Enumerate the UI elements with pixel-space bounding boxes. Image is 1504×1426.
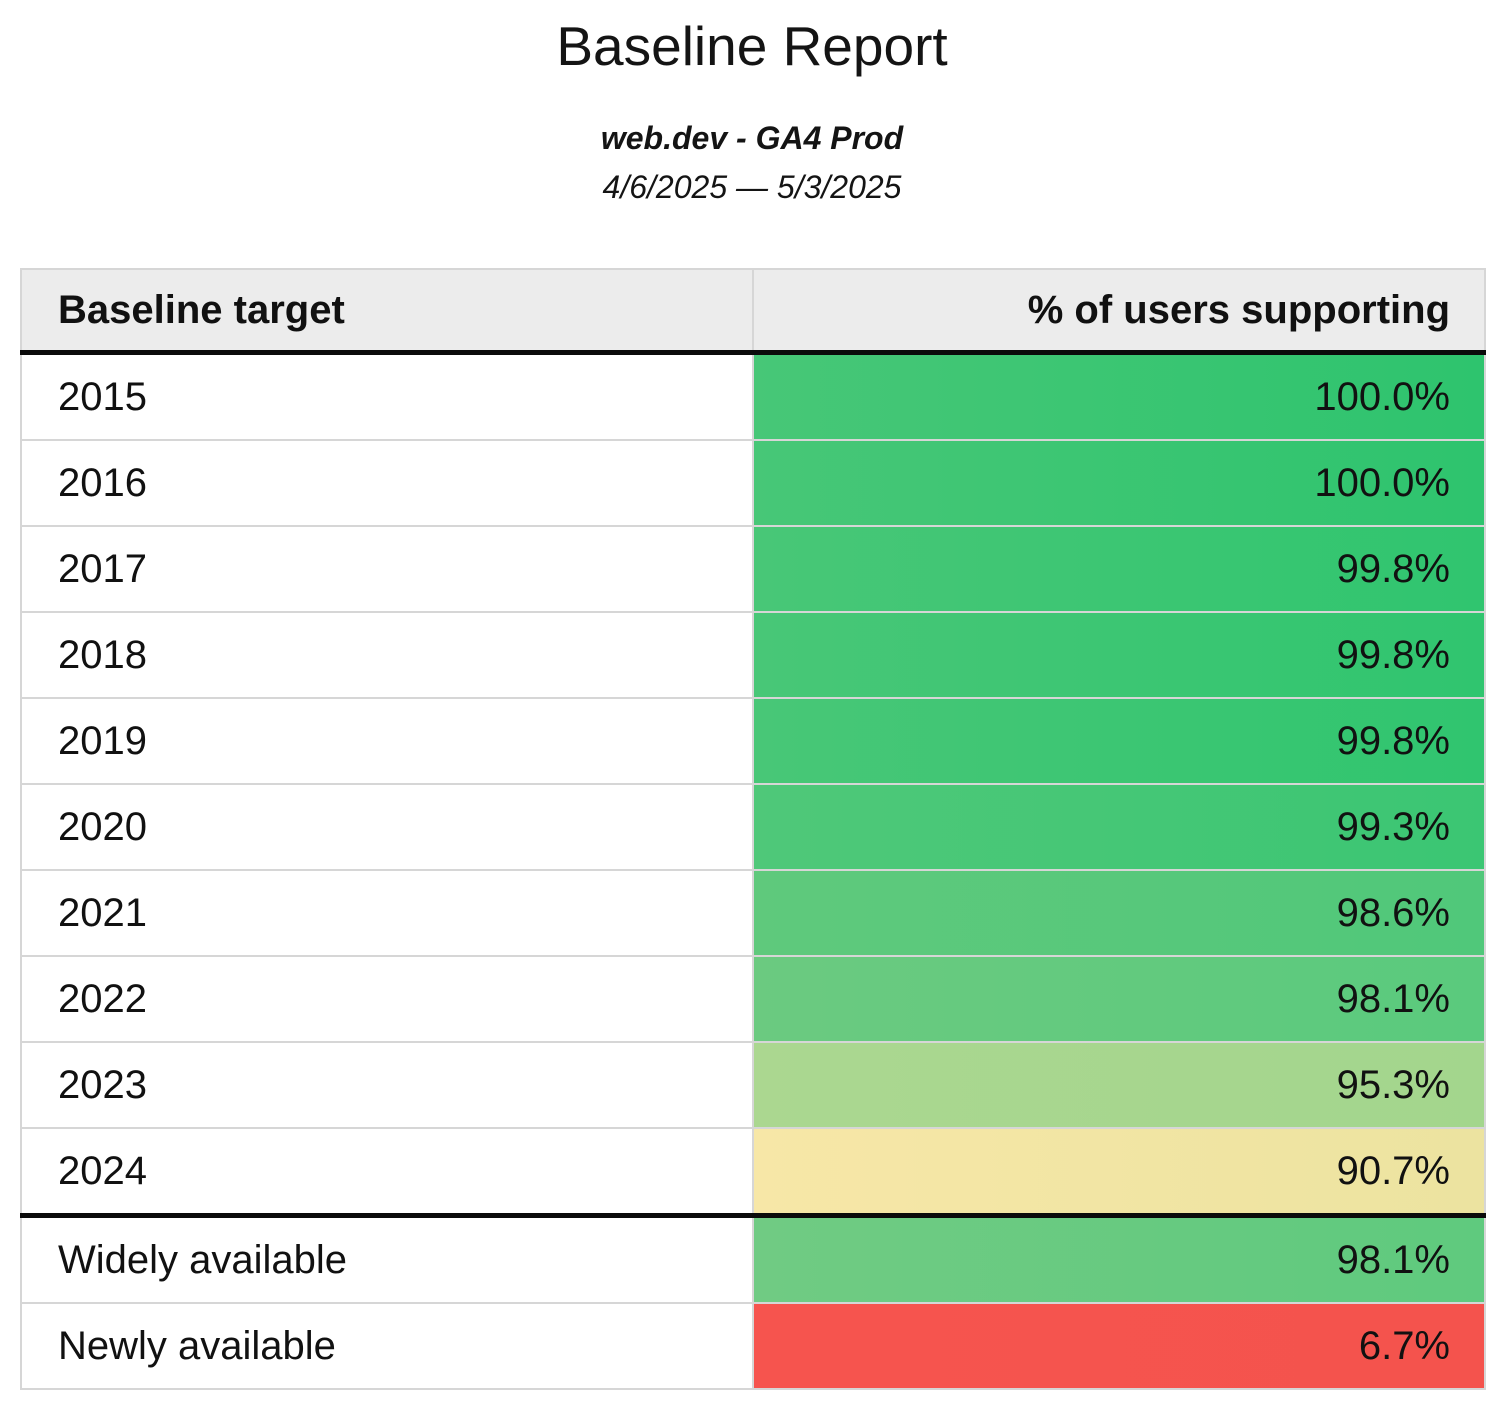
- table-row: 2020 99.3%: [20, 783, 1486, 871]
- report-subtitle: web.dev - GA4 Prod: [600, 120, 904, 156]
- target-cell: 2023: [20, 1041, 754, 1129]
- table-row: 2016 100.0%: [20, 439, 1486, 527]
- target-cell: 2016: [20, 439, 754, 527]
- target-cell: 2019: [20, 697, 754, 785]
- baseline-table: Baseline target % of users supporting 20…: [20, 268, 1486, 1390]
- percent-cell: 99.8%: [752, 611, 1486, 699]
- table-row: 2019 99.8%: [20, 697, 1486, 785]
- page-title: Baseline Report: [556, 15, 948, 77]
- table-row: 2017 99.8%: [20, 525, 1486, 613]
- table-row: 2024 90.7%: [20, 1127, 1486, 1217]
- column-header-percent-supporting: % of users supporting: [752, 268, 1486, 355]
- target-cell: 2022: [20, 955, 754, 1043]
- target-cell: 2017: [20, 525, 754, 613]
- percent-cell: 99.8%: [752, 525, 1486, 613]
- table-row: 2022 98.1%: [20, 955, 1486, 1043]
- table-row: Newly available 6.7%: [20, 1302, 1486, 1390]
- percent-cell: 99.3%: [752, 783, 1486, 871]
- target-cell: 2018: [20, 611, 754, 699]
- percent-cell: 90.7%: [752, 1127, 1486, 1217]
- percent-cell: 100.0%: [752, 439, 1486, 527]
- percent-cell: 99.8%: [752, 697, 1486, 785]
- target-cell: 2021: [20, 869, 754, 957]
- table-row: 2023 95.3%: [20, 1041, 1486, 1129]
- target-cell: 2020: [20, 783, 754, 871]
- table-header-row: Baseline target % of users supporting: [20, 268, 1486, 355]
- percent-cell: 95.3%: [752, 1041, 1486, 1129]
- table-row: 2021 98.6%: [20, 869, 1486, 957]
- table-row: 2015 100.0%: [20, 351, 1486, 441]
- table-row: 2018 99.8%: [20, 611, 1486, 699]
- percent-cell: 100.0%: [752, 351, 1486, 441]
- target-cell: 2015: [20, 351, 754, 441]
- percent-cell: 98.6%: [752, 869, 1486, 957]
- percent-cell: 98.1%: [752, 1213, 1486, 1304]
- percent-cell: 6.7%: [752, 1302, 1486, 1390]
- target-cell: Newly available: [20, 1302, 754, 1390]
- report-date-range: 4/6/2025 — 5/3/2025: [602, 169, 902, 205]
- table-row: Widely available 98.1%: [20, 1213, 1486, 1304]
- target-cell: Widely available: [20, 1213, 754, 1304]
- column-header-baseline-target: Baseline target: [20, 268, 754, 355]
- percent-cell: 98.1%: [752, 955, 1486, 1043]
- target-cell: 2024: [20, 1127, 754, 1217]
